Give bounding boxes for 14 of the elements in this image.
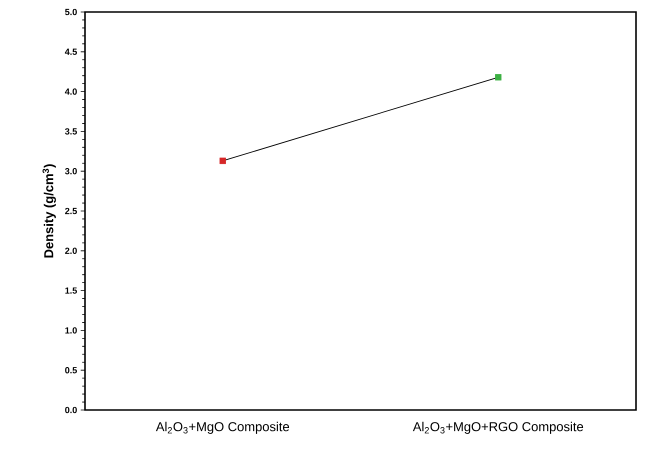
y-tick-label: 5.0: [65, 8, 77, 16]
y-tick-label: 3.5: [64, 128, 77, 135]
y-tick-label: 2.5: [65, 208, 77, 214]
y-tick-label: 0.0: [65, 406, 77, 414]
y-tick-label: 1.0: [65, 327, 77, 334]
y-tick-label: 3.0: [64, 168, 77, 174]
x-tick-label: Al$_{2}$O$_{3}$+MgO Composite: [156, 422, 290, 434]
y-tick-label: 4.5: [64, 48, 77, 55]
y-tick-label: 1.5: [65, 287, 77, 294]
x-tick-label: Al$_{2}$O$_{3}$+MgO+RGO Composite: [412, 422, 584, 434]
y-tick-label: 2.0: [65, 248, 77, 254]
y-tick-label: 0.5: [65, 367, 77, 374]
y-tick-label: 4.0: [64, 88, 77, 95]
y-axis-title: Density (g/cm$^{3}$): [42, 164, 56, 258]
